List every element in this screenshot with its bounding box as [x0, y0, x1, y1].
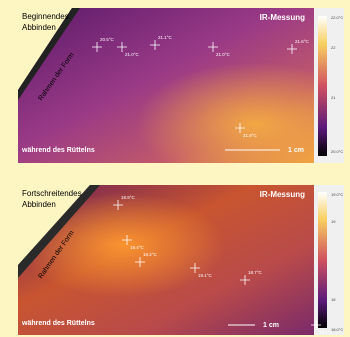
colorbar-label: 22: [331, 45, 336, 50]
panel-title: Abbinden: [22, 200, 56, 209]
temperature-label: 21.1°C: [158, 35, 173, 40]
header: IR-Messung: [260, 190, 305, 199]
temperature-label: 21.0°C: [216, 52, 231, 57]
temperature-label: 21.6°C: [295, 39, 310, 44]
temperature-label: 21.0°C: [125, 52, 140, 57]
temperature-label: 18.9°C: [121, 195, 136, 200]
colorbar-label: 20.0°C: [331, 149, 343, 154]
header: IR-Messung: [260, 13, 305, 22]
panel-title: Beginnendes: [22, 12, 69, 21]
colorbar: [318, 192, 327, 328]
footer: während des Rüttelns: [21, 147, 95, 154]
panel: FortschreitendesAbbindenIR-MessungRahmen…: [18, 185, 344, 335]
temperature-label: 21.9°C: [243, 133, 258, 138]
scale-label: 1 cm: [288, 147, 304, 154]
colorbar-label: 19: [331, 219, 336, 224]
colorbar: [318, 16, 327, 156]
colorbar-label: 22.0°C: [331, 15, 343, 20]
colorbar-label: 19.0°C: [331, 192, 343, 197]
temperature-label: 19.2°C: [143, 252, 158, 257]
colorbar-label: 21: [331, 95, 336, 100]
colorbar-label: 18.0°C: [331, 327, 343, 332]
footer: während des Rüttelns: [21, 320, 95, 327]
temperature-label: 18.7°C: [248, 270, 263, 275]
temperature-label: 19.4°C: [130, 245, 145, 250]
temperature-label: 20.5°C: [100, 37, 115, 42]
panel-title: Fortschreitendes: [22, 189, 82, 198]
scale-label: 1 cm: [263, 322, 279, 329]
panel-title: Abbinden: [22, 23, 56, 32]
colorbar-label: 18: [331, 297, 336, 302]
temperature-label: 19.1°C: [198, 273, 213, 278]
figure: BeginnendesAbbindenIR-MessungRahmen der …: [0, 0, 350, 337]
